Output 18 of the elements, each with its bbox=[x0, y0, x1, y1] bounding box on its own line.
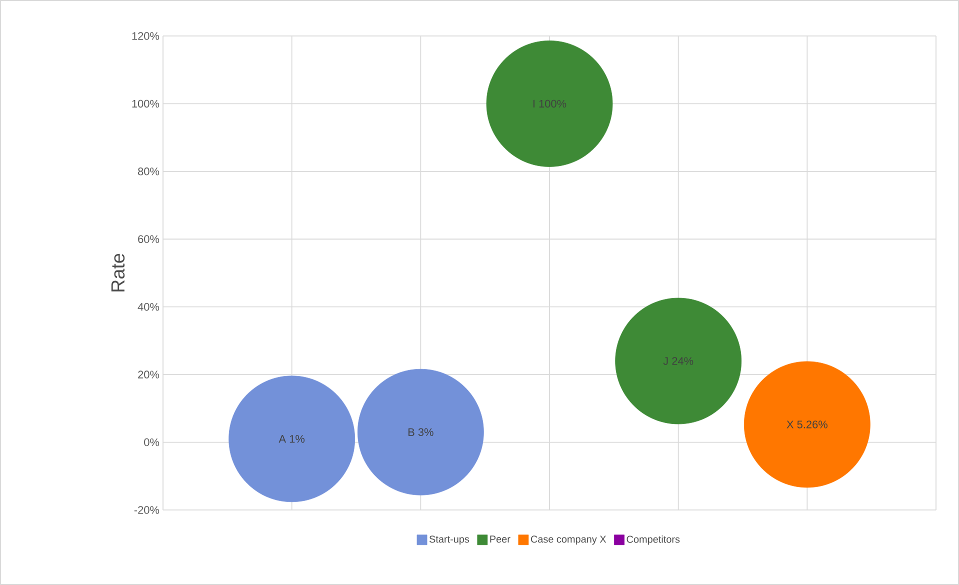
data-label: J 24% bbox=[663, 357, 694, 365]
y-axis-title: Rate bbox=[111, 254, 125, 292]
y-tick-label: 100% bbox=[132, 100, 160, 108]
data-label: B 3% bbox=[408, 428, 434, 436]
data-label: I 100% bbox=[533, 100, 566, 108]
y-tick-label: 60% bbox=[138, 235, 160, 244]
y-tick-label: 20% bbox=[138, 370, 160, 378]
y-tick-label: 40% bbox=[138, 302, 160, 311]
y-tick-label: -20% bbox=[134, 506, 160, 514]
legend-label: Competitors bbox=[626, 535, 680, 545]
legend-label: Case company X bbox=[530, 536, 606, 545]
data-label: A 1% bbox=[278, 435, 305, 443]
legend-label: Start-ups bbox=[429, 536, 470, 545]
y-tick-label: 0% bbox=[144, 438, 160, 446]
legend-label: Peer bbox=[490, 536, 510, 543]
y-tick-label: 80% bbox=[138, 168, 160, 176]
data-label: X 5.26% bbox=[786, 420, 828, 428]
y-tick-label: 120% bbox=[132, 32, 160, 40]
